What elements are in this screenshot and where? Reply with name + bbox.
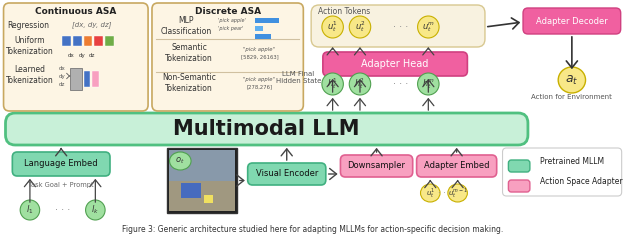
- Text: [dx, dy, dz]: [dx, dy, dz]: [72, 22, 111, 28]
- Text: Learned
Tokenization: Learned Tokenization: [6, 65, 54, 85]
- FancyBboxPatch shape: [340, 155, 413, 177]
- Bar: [181, 183, 201, 198]
- Text: · · ·: · · ·: [54, 205, 70, 215]
- Text: Adapter Head: Adapter Head: [362, 59, 429, 69]
- Bar: [84, 36, 92, 46]
- Text: Action for Environment: Action for Environment: [531, 94, 612, 100]
- Text: [278,276]: [278,276]: [246, 85, 273, 89]
- Text: "pick apple": "pick apple": [243, 76, 275, 81]
- Ellipse shape: [170, 152, 191, 170]
- FancyBboxPatch shape: [508, 180, 530, 192]
- Text: 'pick pear': 'pick pear': [218, 26, 244, 31]
- Ellipse shape: [448, 184, 467, 202]
- Bar: [70, 68, 82, 90]
- Text: Adapter Decoder: Adapter Decoder: [536, 16, 608, 26]
- FancyBboxPatch shape: [417, 155, 497, 177]
- Text: Visual Encoder: Visual Encoder: [255, 169, 318, 179]
- Text: Continuous ASA: Continuous ASA: [35, 6, 116, 16]
- Text: Discrete ASA: Discrete ASA: [195, 6, 260, 16]
- Bar: [255, 26, 263, 31]
- Bar: [255, 34, 271, 39]
- Text: Semantic
Tokenization: Semantic Tokenization: [165, 43, 213, 63]
- Ellipse shape: [417, 16, 439, 38]
- Bar: [105, 36, 114, 46]
- Text: $h_t^m$: $h_t^m$: [422, 77, 435, 91]
- Text: Language Embed: Language Embed: [24, 159, 98, 168]
- Bar: [92, 71, 99, 87]
- Text: $u_t^{m-1}$: $u_t^{m-1}$: [447, 186, 468, 200]
- Ellipse shape: [417, 73, 439, 95]
- Text: Pretrained MLLM: Pretrained MLLM: [540, 158, 604, 167]
- FancyBboxPatch shape: [502, 148, 621, 196]
- Ellipse shape: [86, 200, 105, 220]
- Text: dy: dy: [78, 53, 85, 58]
- Text: $h_t^1$: $h_t^1$: [327, 76, 338, 92]
- FancyBboxPatch shape: [12, 152, 110, 176]
- Bar: [84, 71, 90, 87]
- Text: · · ·: · · ·: [438, 189, 451, 197]
- Text: · · ·: · · ·: [394, 79, 408, 89]
- Text: "pick apple": "pick apple": [243, 47, 275, 51]
- FancyBboxPatch shape: [4, 3, 148, 111]
- Text: · · ·: · · ·: [394, 22, 408, 32]
- Text: [5829, 26163]: [5829, 26163]: [241, 54, 278, 60]
- Ellipse shape: [322, 73, 344, 95]
- Bar: [94, 36, 103, 46]
- Bar: [168, 150, 235, 211]
- Bar: [204, 195, 214, 203]
- Ellipse shape: [558, 67, 586, 93]
- Text: Regression: Regression: [7, 21, 49, 29]
- FancyBboxPatch shape: [508, 160, 530, 172]
- Text: $u_t^1$: $u_t^1$: [327, 20, 338, 34]
- FancyBboxPatch shape: [323, 52, 467, 76]
- FancyBboxPatch shape: [248, 163, 326, 185]
- Text: LLM Final
Hidden State: LLM Final Hidden State: [276, 71, 321, 83]
- Text: Figure 3: Generic architecture studied here for adapting MLLMs for action-specif: Figure 3: Generic architecture studied h…: [122, 225, 504, 234]
- Bar: [166, 148, 237, 213]
- Text: $u_t^m$: $u_t^m$: [422, 20, 435, 34]
- Text: Uniform
Tokenization: Uniform Tokenization: [6, 36, 54, 56]
- Text: dz: dz: [59, 81, 65, 87]
- FancyBboxPatch shape: [152, 3, 303, 111]
- Ellipse shape: [349, 16, 371, 38]
- Text: Multimodal LLM: Multimodal LLM: [173, 119, 360, 139]
- FancyBboxPatch shape: [523, 8, 621, 34]
- Text: Action Tokens: Action Tokens: [318, 6, 370, 16]
- Text: $u_t^2$: $u_t^2$: [355, 20, 365, 34]
- Ellipse shape: [349, 73, 371, 95]
- Bar: [168, 181, 235, 211]
- Text: Adapter Embed: Adapter Embed: [424, 162, 490, 170]
- Text: $o_t$: $o_t$: [175, 156, 185, 166]
- Text: Task Goal + Prompt: Task Goal + Prompt: [28, 182, 94, 188]
- Bar: [62, 36, 71, 46]
- Text: Non-Semantic
Tokenization: Non-Semantic Tokenization: [162, 73, 216, 93]
- Text: $u_t^1$: $u_t^1$: [426, 186, 435, 200]
- Ellipse shape: [420, 184, 440, 202]
- Bar: [73, 36, 82, 46]
- Text: dz: dz: [89, 53, 95, 58]
- Text: $l_1$: $l_1$: [26, 204, 34, 216]
- Bar: [255, 18, 279, 23]
- Text: 'pick apple': 'pick apple': [218, 17, 246, 22]
- Text: dx: dx: [68, 53, 74, 58]
- Text: dy: dy: [59, 74, 65, 78]
- Text: dx: dx: [59, 65, 65, 71]
- Text: $a_t$: $a_t$: [565, 73, 579, 87]
- Ellipse shape: [322, 16, 344, 38]
- FancyBboxPatch shape: [311, 5, 485, 47]
- Text: Downsampler: Downsampler: [348, 162, 406, 170]
- Text: MLP
Classification: MLP Classification: [161, 16, 212, 36]
- Text: $h_t^2$: $h_t^2$: [355, 76, 365, 92]
- FancyBboxPatch shape: [6, 113, 528, 145]
- Ellipse shape: [20, 200, 40, 220]
- Text: $l_k$: $l_k$: [92, 204, 99, 216]
- Text: Action Space Adapter: Action Space Adapter: [540, 178, 622, 186]
